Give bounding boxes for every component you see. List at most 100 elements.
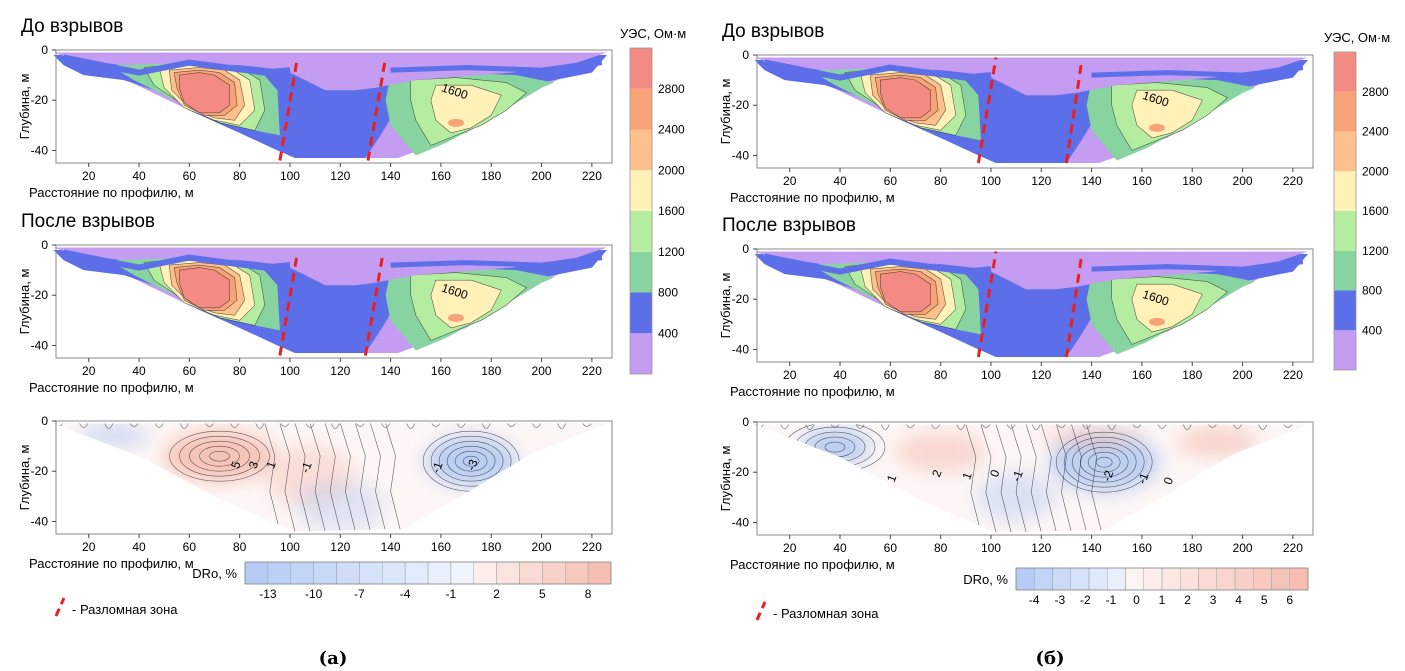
colorbar-tick-label: 3	[1210, 593, 1217, 607]
x-tick-label: 60	[183, 169, 197, 183]
colorbar-title: УЭС, Ом·м	[1324, 30, 1390, 45]
resistivity-zone-right-2000	[430, 84, 502, 134]
x-tick-label: 120	[330, 540, 350, 554]
fault-line	[278, 57, 299, 161]
plot-frame	[55, 420, 613, 535]
y-tick-label: 0	[41, 414, 48, 428]
x-axis-label: Расстояние по профилю, м	[730, 190, 895, 205]
x-tick-label: 180	[1182, 368, 1202, 382]
x-tick-label: 160	[431, 364, 451, 378]
x-tick-label: 120	[1031, 174, 1051, 188]
contour-label: 0	[1161, 475, 1177, 486]
x-tick-label: 40	[132, 169, 146, 183]
colorbar-swatch	[542, 561, 566, 585]
x-tick-label: 120	[330, 364, 350, 378]
colorbar-tick-label: 8	[585, 587, 592, 601]
contour-label: 1	[263, 459, 279, 470]
colorbar-tick-label: -2	[1080, 593, 1091, 607]
resistivity-change-field	[754, 424, 1308, 533]
colorbar-tick-label: 2800	[658, 82, 685, 96]
colorbar-swatch	[630, 129, 652, 171]
section-change-a: 5 3 1 -1 -1 -3 20 40 60 80 100 120 140 160 180 200 220 0 -…	[17, 414, 613, 571]
colorbar-swatch	[1107, 567, 1126, 591]
colorbar-swatch	[1034, 567, 1053, 591]
y-axis-label: Глубина, м	[718, 273, 733, 339]
x-axis-label: Расстояние по профилю, м	[730, 557, 895, 572]
resistivity-field	[754, 57, 1308, 163]
x-tick-label: 160	[1132, 368, 1152, 382]
colorbar-tick-label: -4	[1029, 593, 1040, 607]
y-tick-label: -40	[31, 514, 49, 528]
x-tick-label: 80	[233, 364, 247, 378]
colorbar-swatch	[1334, 91, 1356, 132]
fault-legend-label: - Разломная зона	[773, 606, 879, 621]
colorbar-tick-label: 400	[1362, 323, 1382, 337]
colorbar-swatch	[1088, 567, 1108, 591]
contour-label: 1	[959, 470, 975, 481]
plot-frame	[756, 248, 1314, 363]
fault-legend: - Разломная зона	[54, 597, 178, 617]
colorbar-tick-label: 1600	[658, 204, 685, 218]
contour-label: -2	[1100, 468, 1117, 483]
colorbar-swatch	[267, 561, 291, 585]
colorbar-swatch	[473, 561, 497, 585]
y-tick-label: 0	[742, 242, 749, 256]
fault-line	[366, 57, 388, 161]
resistivity-zone-left-max	[179, 267, 230, 309]
colorbar-swatch	[1143, 567, 1163, 591]
resistivity-band-right	[390, 255, 603, 268]
x-tick-label: 140	[381, 169, 401, 183]
colorbar-swatch	[1271, 567, 1290, 591]
x-tick-label: 80	[233, 169, 247, 183]
y-axis-label: Глубина, м	[17, 445, 32, 511]
x-axis-label: Расстояние по профилю, м	[29, 185, 194, 200]
colorbar-swatch	[1334, 290, 1356, 331]
colorbar-swatch	[630, 211, 652, 252]
x-tick-label: 120	[330, 169, 350, 183]
contour-label: 0	[987, 468, 1003, 479]
section-change-b: 1 2 1 0 -1 -2 -1 0 20 40 60 80 100 120 140 160 180 200 220…	[718, 415, 1314, 572]
x-tick-label: 60	[884, 541, 898, 555]
colorbar-title: УЭС, Ом·м	[620, 26, 686, 41]
colorbar-tick-label: -1	[446, 587, 457, 601]
colorbar-swatch	[630, 251, 652, 293]
colorbar-swatch	[450, 561, 474, 585]
x-tick-label: 120	[1031, 368, 1051, 382]
change-shading	[799, 427, 1258, 523]
colorbar-swatch	[630, 170, 652, 211]
x-tick-label: 180	[1182, 541, 1202, 555]
change-colorbar: -4 -3 -2 -1 0 1 2 3 4 5 6 DRo, %	[963, 567, 1309, 607]
panel-caption: (а)	[319, 648, 348, 669]
contour-label: -1	[1009, 468, 1026, 483]
x-tick-label: 40	[132, 540, 146, 554]
colorbar-swatch	[630, 48, 652, 89]
colorbar-swatch	[1052, 567, 1071, 591]
colorbar-swatch	[290, 561, 314, 585]
contour-label: -1	[298, 460, 315, 475]
x-tick-label: 220	[582, 169, 602, 183]
colorbar-swatch	[1334, 211, 1356, 251]
x-tick-label: 60	[183, 540, 197, 554]
fault-legend-marker	[755, 601, 767, 621]
resistivity-zone-right-2000	[1131, 283, 1203, 333]
resistivity-zone-right-2400	[448, 313, 465, 322]
colorbar-tick-label: 400	[658, 326, 678, 340]
y-tick-label: -40	[31, 338, 49, 352]
x-tick-label: 60	[884, 174, 898, 188]
colorbar-tick-label: 2000	[658, 163, 685, 177]
colorbar-swatch	[630, 292, 652, 334]
y-tick-label: 0	[41, 238, 48, 252]
y-tick-label: -20	[31, 464, 49, 478]
x-tick-label: 140	[1082, 541, 1102, 555]
resistivity-zone-right-2400	[1149, 123, 1166, 132]
x-tick-label: 60	[183, 364, 197, 378]
colorbar-swatch	[630, 333, 652, 374]
x-tick-label: 220	[582, 364, 602, 378]
resistivity-zone-right-2400	[1149, 317, 1166, 326]
colorbar-tick-label: -4	[400, 587, 411, 601]
colorbar-swatch	[359, 561, 383, 585]
resistivity-zone-right-2000	[430, 279, 502, 329]
